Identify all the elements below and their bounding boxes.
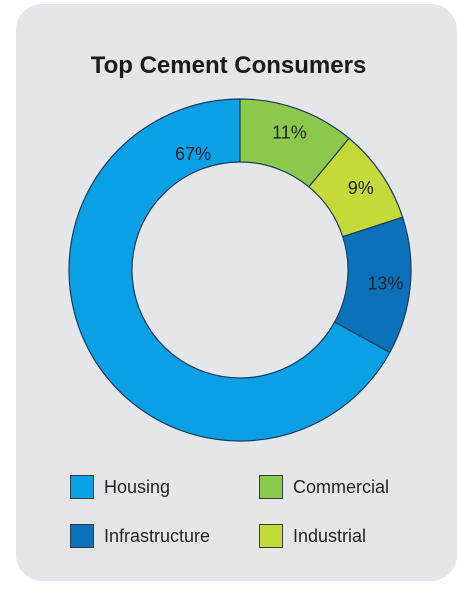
legend-label-industrial: Industrial [293,525,367,546]
legend-swatch-housing [70,475,94,499]
slice-label-infrastructure: 13% [367,274,403,294]
slice-label-commercial: 11% [272,123,307,143]
chart-title: Top Cement Consumers [90,52,367,79]
legend-item-commercial: Commercial [259,474,389,500]
legend-swatch-industrial [259,524,283,548]
legend-item-industrial: Industrial [259,523,366,549]
legend-item-infrastructure: Infrastructure [70,523,210,549]
legend-label-infrastructure: Infrastructure [104,525,211,546]
legend-swatch-commercial [259,475,283,499]
donut-slice-housing [68,98,391,442]
slice-label-industrial: 9% [348,178,374,198]
legend-swatch-infrastructure [70,524,94,548]
legend-item-housing: Housing [70,474,170,500]
legend-label-housing: Housing [104,476,171,497]
slice-label-housing: 67% [175,144,211,164]
donut-slice-commercial [239,98,350,188]
legend-label-commercial: Commercial [293,476,390,497]
